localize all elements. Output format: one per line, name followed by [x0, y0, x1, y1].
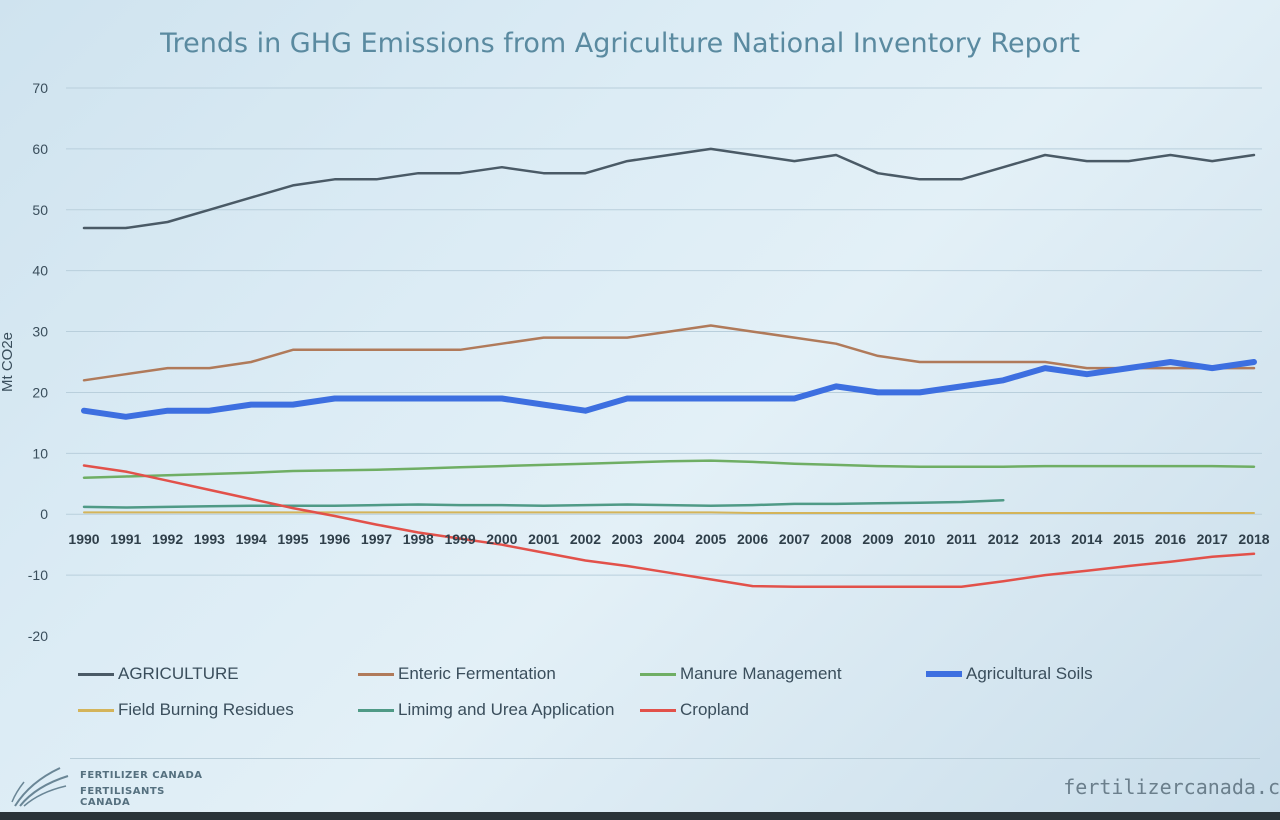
x-tick-label: 1999 [444, 531, 475, 547]
chart-title: Trends in GHG Emissions from Agriculture… [160, 28, 1080, 59]
legend-item: Agricultural Soils [926, 664, 1093, 684]
x-tick-label: 2012 [988, 531, 1019, 547]
x-axis-ticks: 1990 1991 1992 1993 1994 1995 1996 1997 1998 1999… [68, 531, 1269, 547]
x-tick-label: 1997 [361, 531, 392, 547]
y-tick-label: 40 [32, 263, 48, 279]
x-tick-label: 2009 [862, 531, 893, 547]
series-line-enteric-fermentation [82, 324, 1256, 382]
x-tick-label: 1996 [319, 531, 350, 547]
legend-swatch [78, 672, 114, 676]
series-line-manure-management [82, 459, 1256, 479]
series-line-field-burning-residues [83, 511, 1255, 514]
x-tick-label: 2007 [779, 531, 810, 547]
x-tick-label: 1995 [277, 531, 308, 547]
legend-item: AGRICULTURE [78, 664, 239, 684]
legend-label: Enteric Fermentation [398, 664, 556, 683]
x-tick-label: 2008 [821, 531, 852, 547]
x-tick-label: 1992 [152, 531, 183, 547]
legend-item: Manure Management [640, 664, 842, 684]
y-tick-label: 70 [32, 80, 48, 96]
legend-swatch [640, 672, 676, 676]
legend-item: Cropland [640, 700, 749, 720]
screen-bottom-edge [0, 812, 1280, 820]
wheat-logo-icon [11, 767, 69, 807]
x-tick-label: 2018 [1238, 531, 1269, 547]
y-axis-label: Mt CO2e [0, 332, 16, 392]
legend-swatch [926, 671, 962, 677]
fertilizer-canada-logo: FERTILIZER CANADA FERTILISANTS CANADA [10, 762, 210, 812]
legend-item: Limimg and Urea Application [358, 700, 614, 720]
x-tick-label: 2002 [570, 531, 601, 547]
x-tick-label: 2010 [904, 531, 935, 547]
series-line-agricultural-soils [81, 359, 1257, 420]
series-line-agriculture [82, 147, 1256, 230]
x-tick-label: 2014 [1071, 531, 1102, 547]
legend-item: Enteric Fermentation [358, 664, 556, 684]
x-tick-label: 1990 [68, 531, 99, 547]
legend-swatch [358, 708, 394, 712]
y-tick-label: 20 [32, 384, 48, 400]
legend-label: Limimg and Urea Application [398, 700, 615, 719]
logo-text-en: FERTILIZER CANADA [80, 770, 203, 781]
footer-divider [70, 758, 1260, 759]
y-tick-label: 60 [32, 141, 48, 157]
x-tick-label: 2003 [612, 531, 643, 547]
legend-label: Field Burning Residues [118, 700, 294, 719]
series-line-limimg-and-urea-application [82, 498, 1005, 509]
x-tick-label: 2005 [695, 531, 726, 547]
website-url: fertilizercanada.c [1063, 775, 1280, 799]
x-tick-label: 2000 [486, 531, 517, 547]
x-tick-label: 2017 [1197, 531, 1228, 547]
x-tick-label: 2006 [737, 531, 768, 547]
y-axis-ticks: 70 60 50 40 30 20 10 0 -10 -20 [28, 80, 48, 644]
x-tick-label: 1993 [194, 531, 225, 547]
y-tick-label: -20 [28, 628, 48, 644]
legend-item: Field Burning Residues [78, 700, 294, 720]
x-tick-label: 1991 [110, 531, 141, 547]
series-lines [81, 147, 1257, 588]
legend-swatch [78, 708, 114, 712]
x-tick-label: 2013 [1029, 531, 1060, 547]
x-tick-label: 2001 [528, 531, 559, 547]
x-tick-label: 1998 [403, 531, 434, 547]
y-tick-label: 30 [32, 324, 48, 340]
y-tick-label: -10 [28, 567, 48, 583]
gridlines [66, 87, 1262, 576]
legend-label: Agricultural Soils [966, 664, 1093, 683]
logo-text-fr: FERTILISANTS CANADA [80, 786, 165, 808]
legend-label: AGRICULTURE [118, 664, 239, 683]
legend-label: Cropland [680, 700, 749, 719]
series-line-cropland [82, 464, 1256, 588]
legend-swatch [640, 708, 676, 712]
x-tick-label: 2011 [946, 531, 977, 547]
legend-label: Manure Management [680, 664, 842, 683]
legend-swatch [358, 672, 394, 676]
x-tick-label: 2004 [653, 531, 684, 547]
x-tick-label: 1994 [236, 531, 267, 547]
y-tick-label: 10 [32, 445, 48, 461]
x-tick-label: 2015 [1113, 531, 1144, 547]
y-tick-label: 0 [40, 506, 48, 522]
y-tick-label: 50 [32, 202, 48, 218]
x-tick-label: 2016 [1155, 531, 1186, 547]
